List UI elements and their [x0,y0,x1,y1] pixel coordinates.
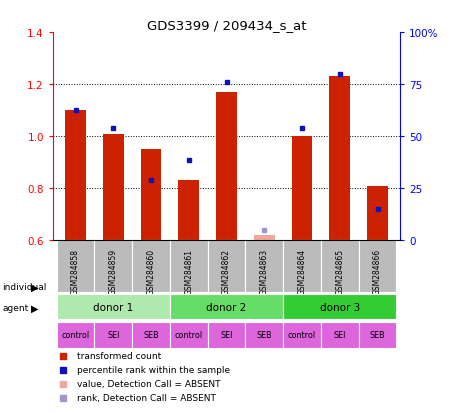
Text: SEI: SEI [333,330,345,339]
Text: SEB: SEB [369,330,385,339]
Bar [245,322,283,348]
Text: donor 2: donor 2 [206,302,246,312]
Text: SEI: SEI [107,330,119,339]
Text: GSM284860: GSM284860 [146,249,155,294]
Text: GSM284858: GSM284858 [71,249,80,294]
Text: transformed count: transformed count [77,351,161,361]
Bar [366,186,387,241]
Bar [291,137,312,241]
Text: donor 1: donor 1 [93,302,133,312]
Text: GSM284863: GSM284863 [259,249,268,294]
Text: SEB: SEB [256,330,272,339]
Bar [103,134,123,241]
Text: GSM284866: GSM284866 [372,249,381,294]
Text: SEI: SEI [220,330,232,339]
Text: value, Detection Call = ABSENT: value, Detection Call = ABSENT [77,380,220,388]
Text: GSM284862: GSM284862 [222,249,230,294]
Text: control: control [174,330,202,339]
Text: GSM284859: GSM284859 [109,249,118,294]
Text: percentile rank within the sample: percentile rank within the sample [77,366,230,375]
Bar [56,294,169,320]
Text: GSM284864: GSM284864 [297,249,306,294]
Bar [329,77,349,241]
Bar [320,322,358,348]
Bar [358,241,396,293]
Bar [253,235,274,241]
Text: GSM284861: GSM284861 [184,249,193,294]
Bar [283,294,396,320]
Text: control: control [62,330,90,339]
Bar [207,322,245,348]
Title: GDS3399 / 209434_s_at: GDS3399 / 209434_s_at [146,19,306,32]
Text: SEB: SEB [143,330,158,339]
Text: control: control [287,330,315,339]
Text: agent: agent [2,303,28,312]
Bar [56,241,94,293]
Bar [207,241,245,293]
Bar [169,294,283,320]
Bar [56,322,94,348]
Bar [65,111,86,241]
Text: donor 3: donor 3 [319,302,359,312]
Bar [169,322,207,348]
Bar [283,322,320,348]
Text: ▶: ▶ [31,303,39,313]
Text: ▶: ▶ [31,282,39,292]
Bar [94,322,132,348]
Bar [132,241,169,293]
Bar [358,322,396,348]
Text: rank, Detection Call = ABSENT: rank, Detection Call = ABSENT [77,393,216,402]
Text: individual: individual [2,282,46,292]
Bar [140,150,161,241]
Text: GSM284865: GSM284865 [335,249,343,294]
Bar [169,241,207,293]
Bar [320,241,358,293]
Bar [245,241,283,293]
Bar [94,241,132,293]
Bar [178,181,199,241]
Bar [283,241,320,293]
Bar [132,322,169,348]
Bar [216,93,236,241]
